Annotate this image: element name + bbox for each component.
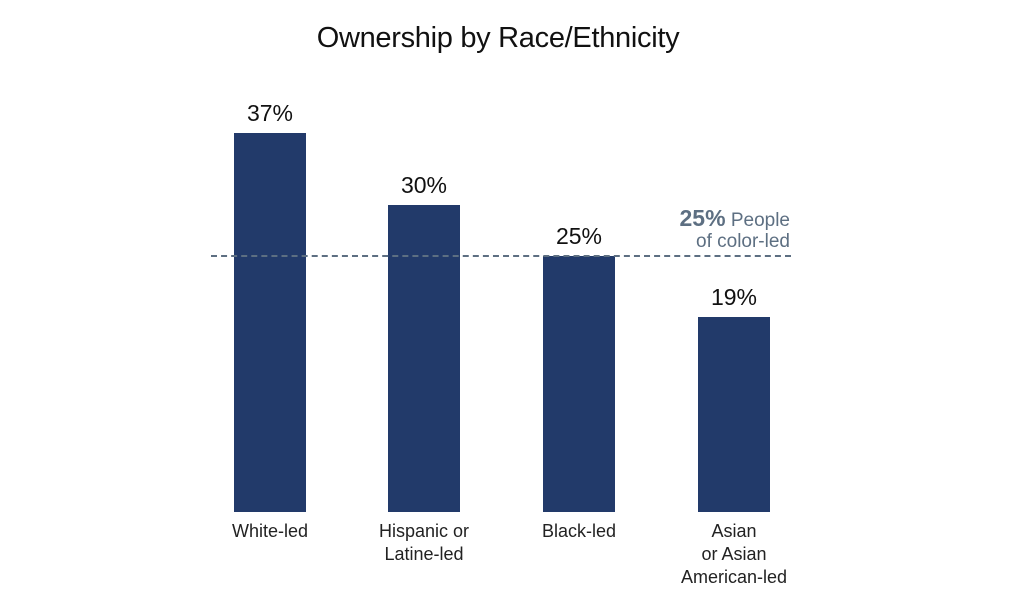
reference-line-text-1: People — [730, 210, 790, 231]
category-label: Asian or Asian American-led — [654, 520, 814, 589]
chart-title: Ownership by Race/Ethnicity — [316, 22, 680, 54]
category-label-line: Hispanic or — [378, 521, 470, 541]
category-label: Black-led — [499, 520, 659, 543]
reference-line-value: 25% — [679, 205, 726, 231]
category-label: White-led — [190, 520, 350, 543]
category-label-line: Latine-led — [384, 544, 464, 564]
reference-line-text-2: of color-led — [696, 231, 790, 252]
reference-line-label: 25% People of color-led — [679, 205, 791, 253]
bar — [388, 205, 460, 512]
bar — [543, 256, 615, 512]
category-label-line: Asian — [711, 521, 757, 541]
bar-value-label: 19% — [710, 284, 758, 310]
category-label-line: Black-led — [541, 521, 617, 541]
reference-line-people-of-color — [211, 255, 791, 257]
category-label-line: White-led — [231, 521, 309, 541]
category-label-line: or Asian — [701, 544, 767, 564]
bar-value-label: 37% — [246, 100, 294, 126]
bar-value-label: 25% — [555, 223, 603, 249]
category-label-line: American-led — [680, 567, 788, 587]
bar-value-label: 30% — [400, 172, 448, 198]
bar — [698, 317, 770, 512]
bar — [234, 133, 306, 512]
category-label: Hispanic or Latine-led — [344, 520, 504, 566]
